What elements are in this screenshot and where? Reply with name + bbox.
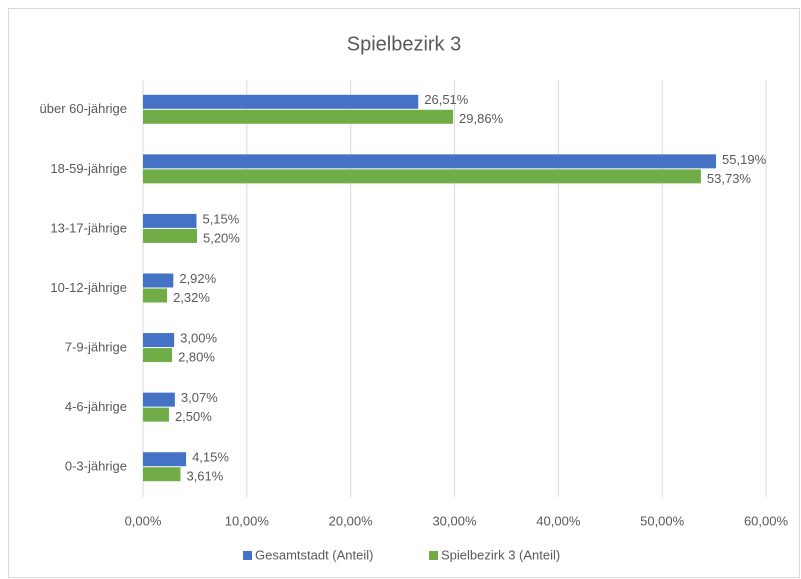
legend-label: Spielbezirk 3 (Anteil) xyxy=(441,547,560,562)
data-label: 3,61% xyxy=(186,469,223,484)
bar xyxy=(143,333,175,348)
data-label: 3,00% xyxy=(180,331,217,346)
legend-label: Gesamtstadt (Anteil) xyxy=(255,547,374,562)
bar xyxy=(143,452,187,467)
data-label: 2,32% xyxy=(173,290,210,305)
bar xyxy=(143,407,169,422)
x-tick-label: 20,00% xyxy=(329,513,374,528)
data-label: 5,20% xyxy=(203,230,240,245)
y-tick-label: 10-12-jährige xyxy=(50,280,127,295)
bar xyxy=(143,109,454,124)
y-tick-label: 18-59-jährige xyxy=(50,161,127,176)
chart-title: Spielbezirk 3 xyxy=(347,33,462,55)
bar xyxy=(143,467,181,482)
x-tick-label: 40,00% xyxy=(536,513,581,528)
bar xyxy=(143,228,197,243)
bar xyxy=(143,273,174,288)
data-label: 2,50% xyxy=(175,409,212,424)
bar xyxy=(143,154,717,169)
data-label: 55,19% xyxy=(722,152,767,167)
data-label: 26,51% xyxy=(424,92,469,107)
bar xyxy=(143,169,701,184)
data-label: 2,92% xyxy=(179,271,216,286)
y-tick-label: über 60-jährige xyxy=(40,101,127,116)
bar xyxy=(143,348,173,363)
x-tick-label: 30,00% xyxy=(432,513,477,528)
y-tick-label: 13-17-jährige xyxy=(50,220,127,235)
bar xyxy=(143,392,175,407)
legend-swatch xyxy=(243,551,252,560)
data-label: 2,80% xyxy=(178,350,215,365)
data-label: 4,15% xyxy=(192,450,229,465)
chart-frame xyxy=(8,8,800,578)
data-label: 29,86% xyxy=(459,111,504,126)
y-tick-label: 0-3-jährige xyxy=(65,459,127,474)
bar xyxy=(143,94,419,109)
data-label: 3,07% xyxy=(181,390,218,405)
y-tick-label: 4-6-jährige xyxy=(65,399,127,414)
legend-swatch xyxy=(429,551,438,560)
x-tick-label: 10,00% xyxy=(225,513,270,528)
data-label: 5,15% xyxy=(202,211,239,226)
bar xyxy=(143,213,197,228)
y-tick-label: 7-9-jährige xyxy=(65,340,127,355)
data-label: 53,73% xyxy=(707,171,752,186)
bar xyxy=(143,288,168,303)
x-tick-label: 50,00% xyxy=(640,513,685,528)
x-tick-label: 0,00% xyxy=(125,513,162,528)
x-tick-label: 60,00% xyxy=(744,513,789,528)
